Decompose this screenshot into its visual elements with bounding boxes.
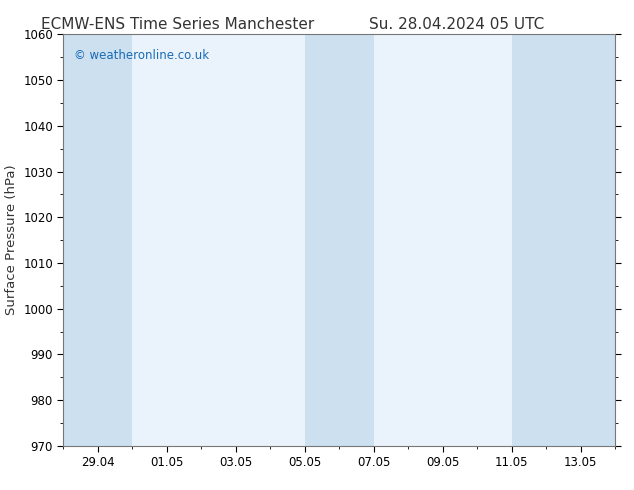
Y-axis label: Surface Pressure (hPa): Surface Pressure (hPa)	[4, 165, 18, 316]
Text: Su. 28.04.2024 05 UTC: Su. 28.04.2024 05 UTC	[369, 17, 544, 32]
Bar	[305, 34, 373, 446]
Bar	[512, 34, 581, 446]
Bar	[581, 34, 615, 446]
Text: ECMW-ENS Time Series Manchester: ECMW-ENS Time Series Manchester	[41, 17, 314, 32]
Text: © weatheronline.co.uk: © weatheronline.co.uk	[74, 49, 210, 62]
Bar	[63, 34, 133, 446]
